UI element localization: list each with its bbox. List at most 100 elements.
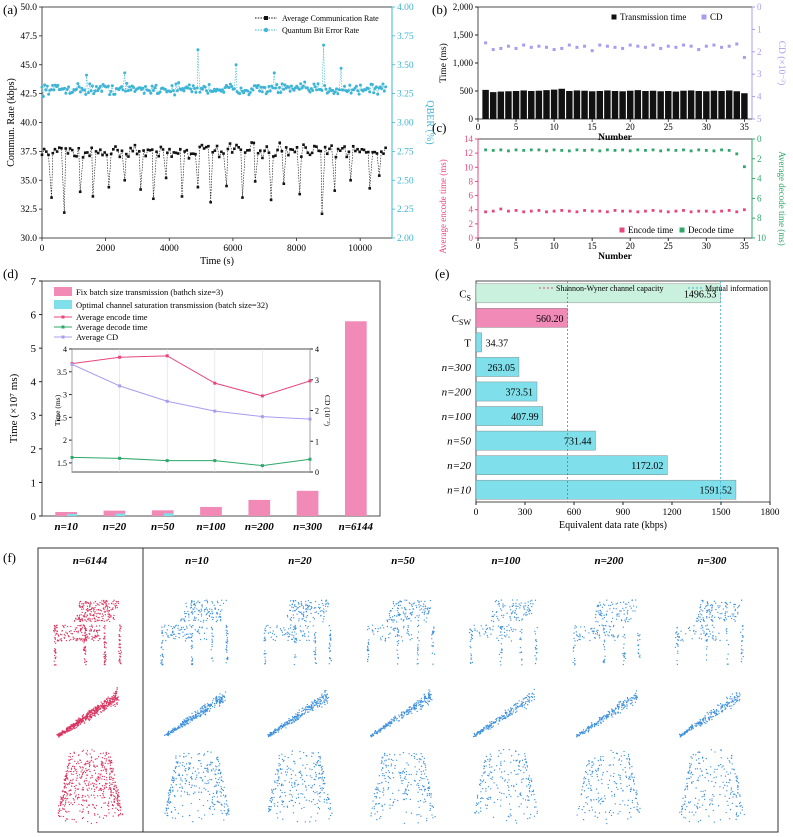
cloud-point — [104, 788, 106, 790]
cloud-point — [78, 803, 80, 805]
x-tick-label: 600 — [567, 508, 582, 518]
cloud-point — [506, 629, 508, 632]
cloud-point — [284, 723, 286, 725]
cloud-point — [605, 631, 608, 633]
cloud-point — [626, 705, 628, 707]
cloud-point — [315, 653, 317, 656]
cloud-point — [596, 723, 598, 725]
qber-point — [132, 86, 136, 90]
qber-point — [86, 91, 90, 95]
cloud-point — [191, 658, 194, 660]
encode-point — [590, 209, 594, 213]
cloud-point — [711, 607, 713, 609]
cloud-point — [88, 632, 90, 635]
cloud-point — [108, 603, 110, 605]
cloud-point — [183, 618, 185, 620]
cloud-point — [205, 608, 207, 610]
cloud-point — [110, 697, 112, 699]
cloud-point — [380, 639, 382, 641]
cloud-point — [377, 628, 379, 630]
cloud-point — [408, 634, 410, 636]
cloud-point — [299, 625, 302, 627]
qber-point — [239, 86, 243, 90]
point-cloud — [53, 599, 123, 666]
cloud-point — [607, 634, 609, 636]
cloud-point — [59, 734, 62, 737]
cloud-point — [427, 698, 429, 700]
rate-bar — [475, 455, 668, 475]
cloud-point — [394, 627, 396, 629]
qber-point — [354, 84, 358, 88]
cloud-point — [80, 614, 82, 616]
cloud-point — [293, 626, 295, 628]
cloud-point — [271, 632, 274, 635]
cloud-point — [689, 726, 692, 728]
cloud-point — [211, 706, 214, 708]
qber-point — [297, 87, 301, 91]
cloud-point — [603, 628, 606, 630]
qber-point — [203, 85, 207, 89]
rate-point — [187, 157, 191, 160]
cloud-point — [199, 638, 202, 641]
cloud-point — [514, 708, 517, 710]
cloud-point — [294, 610, 296, 612]
cloud-point — [58, 635, 60, 637]
fix-batch-bar — [200, 506, 222, 516]
cloud-point — [290, 720, 292, 722]
cloud-point — [731, 698, 733, 700]
cloud-point — [468, 631, 471, 634]
cloud-point — [329, 657, 331, 660]
cloud-point — [71, 765, 74, 768]
cloud-point — [624, 705, 626, 707]
cloud-point — [325, 694, 327, 696]
fix-batch-bar — [248, 499, 271, 516]
cloud-point — [716, 713, 718, 715]
inset-y-tick-label: 2 — [63, 436, 67, 445]
cloud-point — [263, 640, 265, 642]
cloud-point — [705, 634, 707, 636]
y-tick-label: 2,000 — [453, 2, 474, 12]
cloud-point — [119, 649, 122, 652]
cloud-point — [527, 704, 529, 706]
cloud-point — [90, 709, 92, 711]
cloud-point — [420, 697, 423, 700]
cloud-point — [386, 625, 389, 628]
cloud-point — [367, 653, 370, 656]
encode-point — [583, 209, 586, 212]
cloud-point — [80, 777, 82, 780]
cloud-point — [312, 707, 314, 709]
cloud-point — [417, 702, 419, 704]
cloud-point — [211, 613, 213, 615]
cloud-point — [698, 722, 700, 724]
cloud-point — [196, 630, 199, 632]
cloud-point — [108, 616, 111, 618]
cloud-point — [416, 663, 418, 665]
cloud-point — [489, 721, 491, 723]
rate-point — [64, 147, 68, 150]
cloud-point — [162, 663, 164, 665]
cloud-point — [94, 612, 96, 614]
cloud-point — [366, 658, 369, 661]
cloud-point — [529, 600, 532, 602]
cloud-point — [82, 816, 84, 819]
cloud-point — [402, 716, 404, 718]
cloud-point — [193, 717, 196, 720]
cloud-point — [172, 730, 174, 733]
cloud-point — [492, 629, 494, 631]
x-tick-label: 10 — [550, 241, 560, 251]
rate-point — [66, 152, 70, 155]
cloud-point — [741, 635, 744, 637]
cloud-point — [699, 719, 702, 721]
cloud-point — [726, 639, 728, 641]
cloud-point — [508, 630, 510, 632]
cloud-point — [603, 632, 605, 634]
cloud-point — [107, 612, 109, 614]
transmission-bar — [505, 91, 512, 119]
cloud-point — [710, 709, 712, 712]
rate-point — [116, 148, 119, 152]
rate-point — [343, 145, 346, 148]
cloud-point — [313, 607, 315, 609]
fix-batch-bar — [103, 510, 126, 516]
cloud-point — [324, 690, 326, 692]
cloud-point — [603, 715, 605, 717]
